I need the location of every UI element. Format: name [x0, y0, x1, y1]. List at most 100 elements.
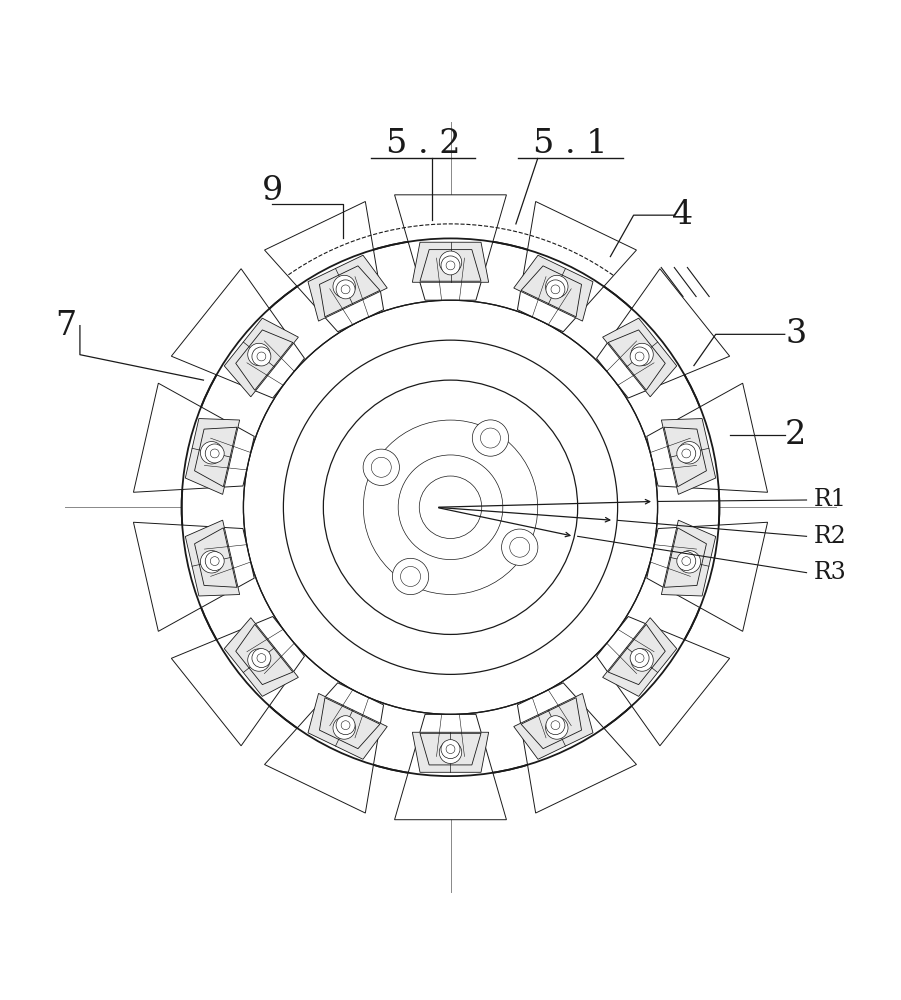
- Circle shape: [333, 717, 355, 739]
- Text: 2: 2: [785, 419, 806, 451]
- Text: 5 . 1: 5 . 1: [533, 128, 607, 160]
- Circle shape: [510, 537, 530, 557]
- Circle shape: [502, 529, 538, 565]
- Circle shape: [205, 552, 224, 571]
- Circle shape: [684, 447, 695, 458]
- Circle shape: [363, 420, 538, 594]
- Circle shape: [472, 420, 509, 456]
- Text: R2: R2: [814, 525, 847, 548]
- Polygon shape: [195, 528, 237, 587]
- Polygon shape: [661, 520, 715, 596]
- Polygon shape: [320, 698, 380, 749]
- Circle shape: [206, 447, 217, 458]
- Text: 9: 9: [262, 175, 283, 207]
- Polygon shape: [186, 419, 240, 494]
- Polygon shape: [517, 201, 636, 332]
- Circle shape: [446, 745, 455, 754]
- Circle shape: [257, 352, 266, 361]
- Circle shape: [401, 566, 421, 586]
- Circle shape: [678, 442, 701, 464]
- Circle shape: [339, 281, 350, 292]
- Polygon shape: [521, 698, 581, 749]
- Polygon shape: [608, 330, 665, 390]
- Circle shape: [446, 261, 455, 270]
- Polygon shape: [308, 255, 387, 321]
- Circle shape: [480, 428, 500, 448]
- Polygon shape: [320, 266, 380, 317]
- Polygon shape: [195, 427, 237, 487]
- Text: R1: R1: [814, 488, 847, 512]
- Polygon shape: [608, 624, 665, 685]
- Circle shape: [333, 275, 355, 298]
- Circle shape: [551, 285, 560, 294]
- Polygon shape: [603, 318, 677, 397]
- Circle shape: [248, 649, 270, 671]
- Circle shape: [440, 741, 461, 763]
- Circle shape: [682, 449, 691, 458]
- Circle shape: [635, 352, 644, 361]
- Circle shape: [551, 721, 560, 730]
- Circle shape: [445, 257, 456, 268]
- Polygon shape: [413, 242, 488, 282]
- Polygon shape: [596, 617, 730, 746]
- Polygon shape: [171, 269, 305, 398]
- Circle shape: [630, 649, 649, 668]
- Circle shape: [210, 557, 219, 566]
- Circle shape: [398, 455, 503, 560]
- Polygon shape: [171, 617, 305, 746]
- Circle shape: [252, 649, 271, 668]
- Circle shape: [200, 442, 223, 464]
- Polygon shape: [236, 624, 293, 685]
- Text: 3: 3: [785, 318, 806, 350]
- Polygon shape: [664, 528, 706, 587]
- Circle shape: [636, 654, 648, 666]
- Circle shape: [677, 552, 696, 571]
- Polygon shape: [596, 269, 730, 398]
- Circle shape: [631, 649, 653, 671]
- Circle shape: [546, 717, 568, 739]
- Polygon shape: [647, 383, 768, 492]
- Circle shape: [551, 722, 562, 734]
- Circle shape: [678, 551, 701, 573]
- Circle shape: [630, 347, 649, 366]
- Polygon shape: [420, 733, 481, 765]
- Circle shape: [182, 238, 719, 776]
- Circle shape: [363, 449, 399, 485]
- Circle shape: [392, 558, 429, 595]
- Circle shape: [440, 251, 461, 273]
- Circle shape: [336, 280, 355, 299]
- Circle shape: [253, 654, 265, 666]
- Circle shape: [243, 300, 658, 714]
- Circle shape: [205, 444, 224, 463]
- Polygon shape: [265, 683, 384, 813]
- Circle shape: [682, 557, 691, 566]
- Circle shape: [252, 347, 271, 366]
- Polygon shape: [603, 618, 677, 696]
- Circle shape: [419, 476, 482, 539]
- Polygon shape: [265, 201, 384, 332]
- Circle shape: [445, 747, 456, 758]
- Text: 5 . 2: 5 . 2: [386, 128, 460, 160]
- Polygon shape: [224, 318, 298, 397]
- Circle shape: [441, 740, 460, 759]
- Circle shape: [341, 721, 350, 730]
- Polygon shape: [521, 266, 581, 317]
- Circle shape: [206, 556, 217, 567]
- Circle shape: [631, 343, 653, 366]
- Circle shape: [546, 280, 565, 299]
- Circle shape: [253, 349, 265, 360]
- Polygon shape: [420, 250, 481, 281]
- Circle shape: [546, 275, 568, 298]
- Polygon shape: [224, 618, 298, 696]
- Circle shape: [200, 551, 223, 573]
- Polygon shape: [413, 732, 488, 772]
- Circle shape: [341, 285, 350, 294]
- Polygon shape: [514, 693, 593, 759]
- Polygon shape: [395, 195, 506, 300]
- Polygon shape: [661, 419, 715, 494]
- Circle shape: [636, 349, 648, 360]
- Text: 4: 4: [672, 199, 694, 231]
- Circle shape: [323, 380, 578, 634]
- Circle shape: [546, 716, 565, 735]
- Circle shape: [635, 654, 644, 662]
